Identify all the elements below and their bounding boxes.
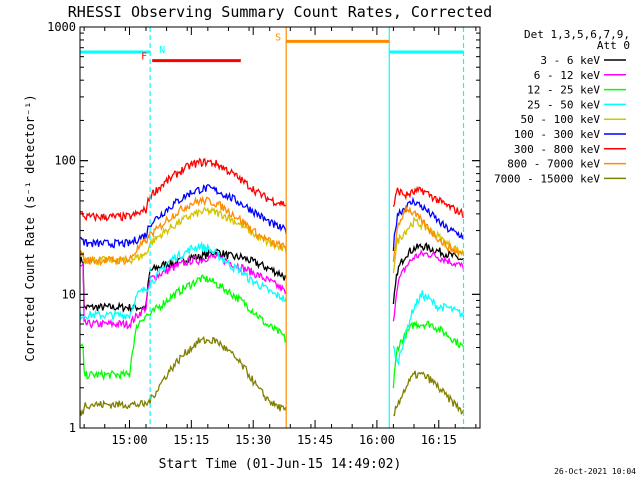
x-tick-label-2: 15:30	[235, 433, 271, 447]
legend-header-0: Det 1,3,5,6,7,9,	[524, 28, 630, 41]
legend-label-0: 3 - 6 keV	[540, 54, 600, 67]
series-line-3-seg-1	[392, 290, 465, 366]
legend-header-1: Att 0	[597, 39, 630, 52]
flag-label-2: S	[275, 32, 281, 43]
y-tick-label-1: 10	[62, 287, 76, 301]
series-line-5-seg-1	[392, 196, 465, 251]
series-line-5-seg-0	[80, 184, 287, 249]
x-tick-label-0: 15:00	[111, 433, 147, 447]
series-line-1-seg-0	[80, 252, 287, 330]
y-tick-label-2: 100	[54, 154, 76, 168]
legend-label-6: 300 - 800 keV	[514, 143, 600, 156]
legend-label-8: 7000 - 15000 keV	[494, 172, 600, 185]
x-tick-label-3: 15:45	[297, 433, 333, 447]
series-line-8-seg-0	[80, 335, 287, 416]
plot-area	[80, 27, 465, 428]
series-line-2-seg-0	[80, 274, 287, 382]
legend-label-7: 800 - 7000 keV	[507, 158, 600, 171]
series-line-1-seg-1	[392, 249, 465, 322]
legend-label-5: 100 - 300 keV	[514, 128, 600, 141]
x-axis-label: Start Time (01-Jun-15 14:49:02)	[159, 457, 402, 472]
chart-title: RHESSI Observing Summary Count Rates, Co…	[68, 3, 492, 21]
plot-frame	[79, 26, 481, 429]
flag-label-1: F	[141, 52, 147, 63]
footer-timestamp: 26-Oct-2021 10:04	[554, 467, 636, 476]
x-tick-label-4: 16:00	[359, 433, 395, 447]
series-line-3-seg-0	[80, 240, 287, 322]
x-tick-label-1: 15:15	[173, 433, 209, 447]
series-line-8-seg-1	[393, 370, 465, 417]
legend: Det 1,3,5,6,7,9,Att 0 3 - 6 keV 6 - 12 keV…	[494, 28, 630, 185]
y-tick-label-0: 1	[69, 421, 76, 435]
series-line-7-seg-1	[392, 205, 465, 262]
series-line-7-seg-0	[80, 195, 287, 267]
flag-label-0: N	[159, 45, 165, 56]
series-line-0-seg-1	[392, 242, 464, 305]
series-line-6-seg-0	[80, 157, 287, 223]
x-tick-label-5: 16:15	[421, 433, 457, 447]
y-tick-label-3: 1000	[47, 20, 76, 34]
legend-label-4: 50 - 100 keV	[521, 113, 601, 126]
legend-label-2: 12 - 25 keV	[527, 84, 600, 97]
y-axis-label: Corrected Count Rate (s⁻¹ detector⁻¹)	[23, 94, 37, 361]
legend-label-3: 25 - 50 keV	[527, 98, 600, 111]
series-line-6-seg-1	[392, 185, 465, 219]
legend-label-1: 6 - 12 keV	[534, 69, 601, 82]
